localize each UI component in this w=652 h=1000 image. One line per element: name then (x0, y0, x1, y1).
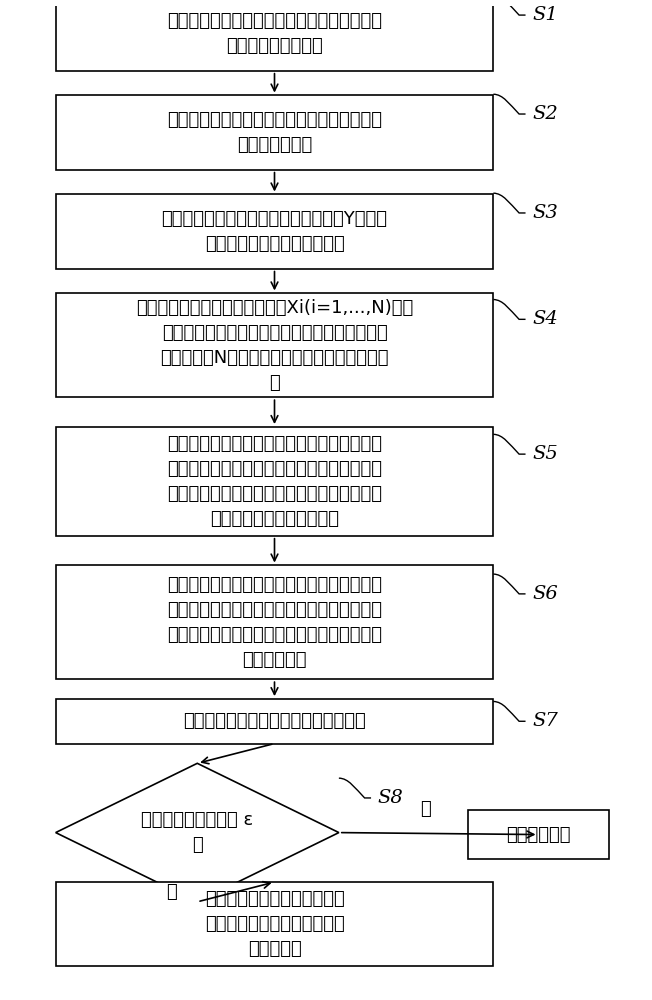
Text: 是: 是 (166, 883, 177, 901)
Text: S1: S1 (532, 6, 557, 24)
FancyBboxPatch shape (55, 293, 494, 397)
Text: 云服务器对人脸数据库中的图片Xi(i=1,...,N)在明
文状态进行离散小波变换，并通过降维变换得到
特征向量，N表示人脸数据库中人脸图片总个数
；: 云服务器对人脸数据库中的图片Xi(i=1,...,N)在明 文状态进行离散小波变… (136, 299, 413, 392)
Text: 欧式距离是否在阈值 ε
内: 欧式距离是否在阈值 ε 内 (141, 811, 254, 854)
Text: 人脸识别成功，并返回密文结
果发送至客户端进行解密，得
出解密结果: 人脸识别成功，并返回密文结 果发送至客户端进行解密，得 出解密结果 (205, 890, 344, 958)
FancyBboxPatch shape (55, 882, 494, 966)
Text: S4: S4 (532, 310, 557, 328)
Text: S7: S7 (532, 712, 557, 730)
Text: 人脸识别失败: 人脸识别失败 (506, 826, 570, 844)
FancyBboxPatch shape (55, 0, 494, 71)
FancyBboxPatch shape (55, 427, 494, 536)
FancyBboxPatch shape (55, 95, 494, 170)
Text: S5: S5 (532, 445, 557, 463)
Text: 基于堆排序比较密文状态下的欧式距离: 基于堆排序比较密文状态下的欧式距离 (183, 712, 366, 730)
FancyBboxPatch shape (55, 699, 494, 744)
Text: S6: S6 (532, 585, 557, 603)
Polygon shape (55, 763, 339, 902)
Text: 通过特征向量对人脸数据库及客户端中的人脸
图片向量组进行处理，得到最终降维后的客户
端低维密文人脸图片向量组及人脸数据库中的
低维明文人脸图片向量组；: 通过特征向量对人脸数据库及客户端中的人脸 图片向量组进行处理，得到最终降维后的客… (167, 435, 382, 528)
FancyBboxPatch shape (467, 810, 609, 859)
Text: S3: S3 (532, 204, 557, 222)
Text: 云服务器对客户端传输的加密人脸图片Y进行同
态加密域下的离散小波变换；: 云服务器对客户端传输的加密人脸图片Y进行同 态加密域下的离散小波变换； (162, 210, 387, 253)
FancyBboxPatch shape (55, 194, 494, 269)
Text: S2: S2 (532, 105, 557, 123)
Text: 根据同态加密的性质，云服务器计算客户端低
维密文人脸图片向量组与人脸数据库中低维明
文人脸图片向量组中每一个人脸图片向量之间
的欧式距离；: 根据同态加密的性质，云服务器计算客户端低 维密文人脸图片向量组与人脸数据库中低维… (167, 576, 382, 669)
FancyBboxPatch shape (55, 565, 494, 679)
Text: 对客户端预处理后的人脸图片进行加密，并发
送至云服务器；: 对客户端预处理后的人脸图片进行加密，并发 送至云服务器； (167, 111, 382, 154)
Text: 对客户端输入的人脸图片及人脸数据库的人脸
图片均进行预处理；: 对客户端输入的人脸图片及人脸数据库的人脸 图片均进行预处理； (167, 12, 382, 55)
Text: 否: 否 (421, 800, 431, 818)
Text: S8: S8 (378, 789, 403, 807)
